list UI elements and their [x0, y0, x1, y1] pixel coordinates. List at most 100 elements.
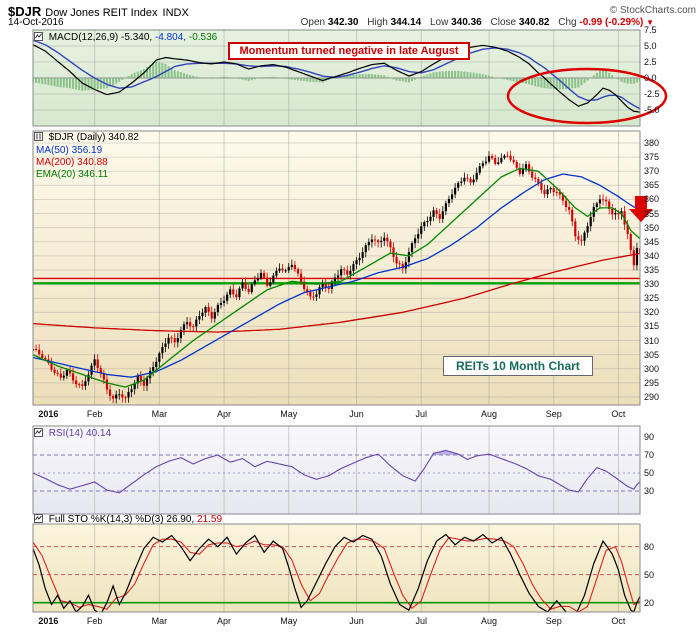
macd-ytick-label: 0.0 — [644, 73, 657, 83]
price-ytick-label: 375 — [644, 152, 660, 163]
sto-d-value: 21.59 — [197, 514, 223, 525]
price-ytick-label: 350 — [644, 222, 660, 233]
sto-ytick-label: 50 — [644, 569, 655, 580]
month-label-bottom: Jun — [349, 616, 364, 626]
sto-ytick-label: 20 — [644, 597, 655, 608]
price-overlays — [33, 167, 640, 388]
price-ytick-label: 320 — [644, 307, 660, 318]
macd-legend: MACD(12,26,9) -5.340, -4.804, -0.536 — [34, 32, 217, 43]
rsi-series — [33, 449, 640, 494]
ma200-value: 340.88 — [77, 157, 108, 168]
macd-ytick-label: -2.5 — [644, 89, 660, 99]
price-ytick-label: 365 — [644, 180, 660, 191]
month-label-top: 2016 — [38, 409, 59, 419]
ma50-value: 356.19 — [71, 145, 103, 156]
rsi-ytick-label: 50 — [644, 468, 655, 478]
chg-label: Chg — [558, 17, 577, 28]
rsi-legend-icon — [34, 428, 43, 437]
price-legend-ema20: EMA(20) 346.11 — [36, 169, 108, 180]
open-value: 342.30 — [327, 17, 359, 28]
rsi-ytick-label: 30 — [644, 486, 655, 496]
price-legend-ma200: MA(200) 340.88 — [36, 157, 108, 168]
rsi-legend: RSI(14) 40.14 — [34, 428, 111, 439]
low-label: Low — [429, 17, 449, 28]
close-label: Close — [490, 17, 517, 28]
chart-date: 14-Oct-2016 — [8, 17, 64, 28]
macd-ytick-label: 7.5 — [644, 25, 657, 35]
ma50-label: MA(50) — [36, 145, 69, 156]
low-value: 340.36 — [451, 17, 482, 28]
price-ytick-label: 305 — [644, 349, 660, 360]
price-ytick-label: 330 — [644, 279, 660, 290]
price-ytick-label: 380 — [644, 138, 660, 148]
price-series-value: 340.82 — [108, 132, 139, 143]
month-label-top: Aug — [481, 409, 498, 419]
price-ytick-label: 340 — [644, 250, 660, 261]
month-label-top: Apr — [217, 409, 232, 419]
price-ytick-label: 300 — [644, 363, 660, 374]
chg-down-arrow-icon: ▼ — [646, 18, 654, 27]
month-label-top: Sep — [545, 409, 562, 419]
candlesticks — [33, 150, 640, 404]
sto-legend: Full STO %K(14,3) %D(3) 26.90, 21.59 — [34, 514, 222, 525]
ohlc-quote: Open 342.30 High 344.14 Low 340.36 Close… — [295, 17, 654, 28]
sto-legend-icon — [34, 514, 43, 523]
sto-k-value: 26.90, — [166, 514, 195, 525]
sto-series — [33, 533, 640, 612]
month-label-top: Mar — [151, 409, 168, 419]
macd-label: MACD(12,26,9) — [48, 32, 119, 43]
month-label-bottom: Aug — [481, 616, 498, 626]
macd-ytick-label: 5.0 — [644, 41, 657, 51]
header-row-1: $DJR Dow Jones REIT Index INDX — [8, 3, 189, 21]
high-label: High — [367, 17, 388, 28]
rsi-value: 40.14 — [86, 428, 112, 439]
price-annotation-note: REITs 10 Month Chart — [443, 356, 593, 376]
price-panel-border — [32, 130, 641, 406]
price-ytick-label: 290 — [644, 392, 660, 402]
ma200-label: MA(200) — [36, 157, 75, 168]
price-ytick-label: 310 — [644, 335, 660, 346]
month-label-bottom: Jul — [415, 616, 427, 626]
rsi-label: RSI(14) — [48, 428, 84, 439]
macd-hist-value: -0.536 — [188, 32, 218, 43]
rsi-panel — [33, 426, 640, 514]
month-label-top: Feb — [86, 409, 103, 419]
macd-signal-value: -4.804, — [154, 32, 187, 43]
month-label-bottom: 2016 — [38, 616, 59, 626]
macd-line-value: -5.340, — [121, 32, 153, 43]
price-ytick-label: 335 — [644, 265, 660, 275]
month-label-bottom: Oct — [611, 616, 626, 626]
open-label: Open — [300, 17, 326, 28]
month-label-bottom: Sep — [545, 616, 562, 626]
symbol: $DJR — [8, 4, 42, 19]
copyright: © StockCharts.com — [609, 5, 696, 16]
macd-ytick-label: 2.5 — [644, 57, 657, 67]
month-label-top: May — [280, 409, 298, 419]
month-label-top: Jun — [349, 409, 364, 419]
price-ytick-label: 355 — [644, 208, 660, 219]
price-legend-symbol: $DJR (Daily) 340.82 — [34, 132, 139, 143]
price-ytick-label: 315 — [644, 321, 660, 332]
macd-legend-icon — [34, 32, 43, 41]
price-ytick-label: 345 — [644, 236, 660, 247]
price-ytick-label: 325 — [644, 293, 660, 304]
sto-panel — [33, 524, 640, 612]
macd-ytick-label: -5.0 — [644, 105, 660, 115]
price-legend-ma50: MA(50) 356.19 — [36, 145, 102, 156]
rsi-panel-border — [32, 425, 641, 515]
ema20-value: 346.11 — [78, 169, 109, 180]
sto-ytick-label: 80 — [644, 541, 655, 552]
exchange-label: INDX — [162, 7, 189, 19]
month-label-bottom: Apr — [217, 616, 232, 626]
macd-circle-annotation — [506, 67, 668, 125]
price-down-arrow-icon — [629, 196, 653, 222]
rsi-ytick-label: 90 — [644, 432, 655, 442]
macd-annotation-note: Momentum turned negative in late August — [228, 42, 470, 60]
month-label-bottom: Feb — [86, 616, 103, 626]
price-ytick-label: 370 — [644, 166, 660, 177]
index-name: Dow Jones REIT Index — [45, 7, 158, 19]
month-label-top: Jul — [415, 409, 427, 419]
high-value: 344.14 — [390, 17, 422, 28]
